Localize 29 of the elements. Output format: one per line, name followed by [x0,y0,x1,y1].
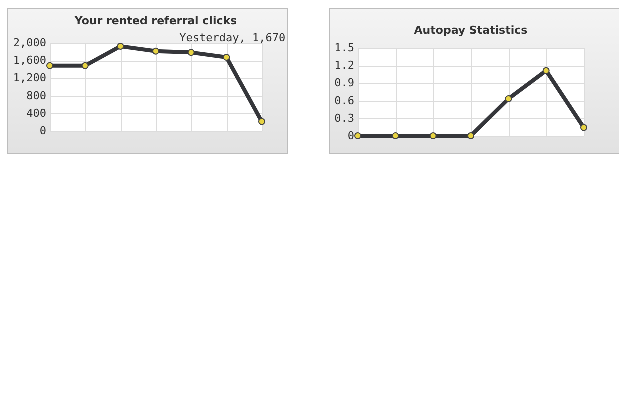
point [46,62,54,70]
point [468,132,474,140]
y-tick-label: 0.6 [334,94,354,108]
point [82,62,89,70]
point [392,132,400,140]
y-tick-label: 1.2 [334,59,354,72]
point [188,49,195,56]
y-tick-label: 800 [26,89,46,102]
y-tick-label: 1.5 [334,42,354,54]
point [223,54,230,62]
y-tick-label: 0.9 [334,76,354,90]
y-tick-label: 0.3 [334,112,354,125]
y-tick-label: 1,600 [13,54,46,68]
y-tick-label: 0 [348,130,354,142]
point [354,132,362,140]
point [505,96,512,103]
point [117,43,124,50]
y-tick-label: 0 [40,124,46,138]
annotation: Yesterday, 1,670 [180,32,286,45]
point [542,67,550,74]
y-tick-label: 1,200 [13,72,46,85]
chart-title: Autopay Statistics [414,24,528,37]
y-tick-label: 400 [26,106,46,120]
point [580,124,588,132]
y-tick-label: 2,000 [13,36,46,50]
point [258,118,266,126]
point [152,48,160,55]
point [430,132,437,140]
chart-title: Your rented referral clicks [74,14,238,28]
